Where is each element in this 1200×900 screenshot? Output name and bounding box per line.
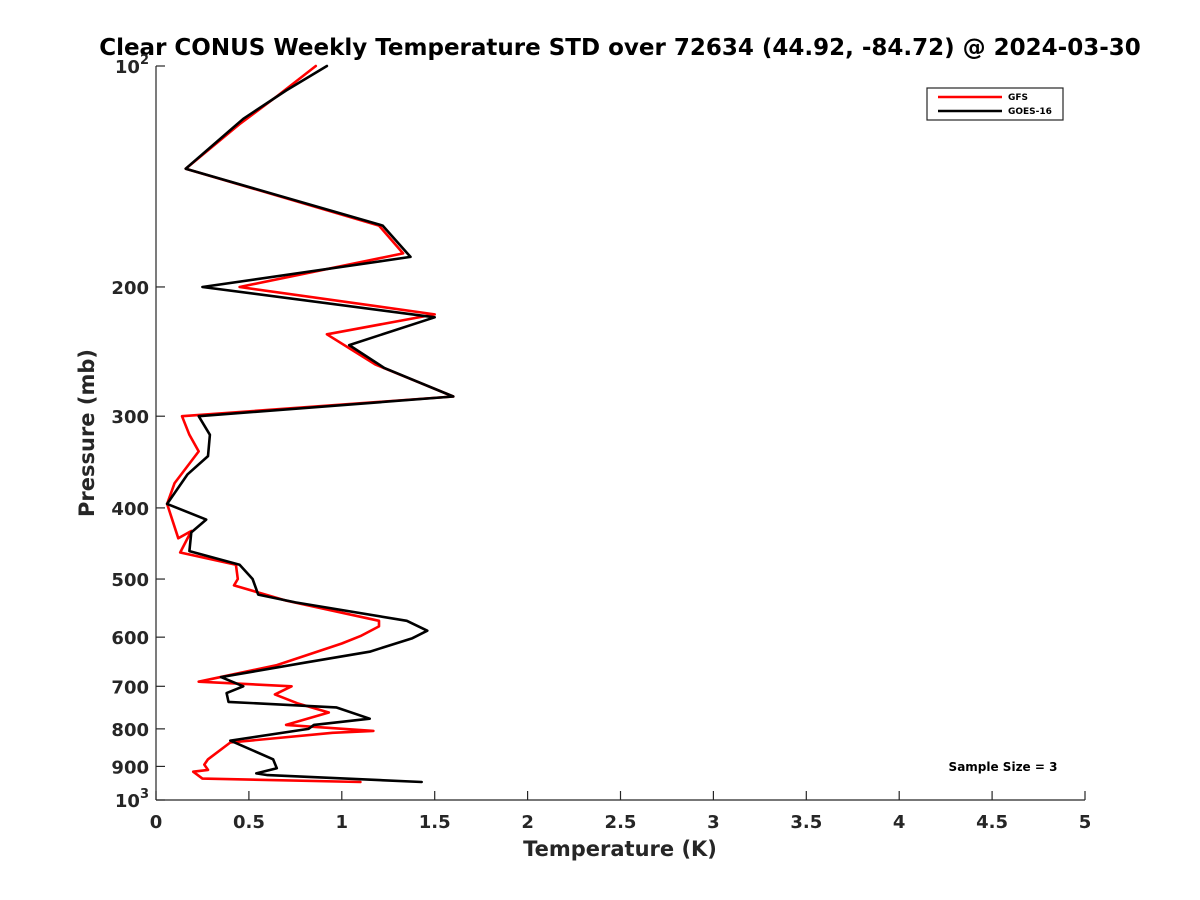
y-axis-label: Pressure (mb) [75,349,99,517]
series-line-goes16 [165,64,455,784]
y-tick-label: 102 [115,53,149,78]
y-tick-label: 200 [111,278,149,299]
legend-label-goes16: GOES-16 [1008,107,1052,117]
series-group [165,64,455,784]
y-tick-label: 400 [111,499,149,520]
x-tick-label: 1 [336,812,349,833]
x-tick-label: 5 [1079,812,1092,833]
series-line-gfs [165,64,455,784]
y-tick-label: 800 [111,720,149,741]
x-tick-label: 2.5 [605,812,637,833]
y-tick-label: 600 [111,628,149,649]
y-ticks: 102 200 300 400 500 600 700 800 900 103 [111,53,165,812]
x-tick-label: 4.5 [976,812,1008,833]
x-tick-label: 3 [707,812,720,833]
x-ticks: 0 0.5 1 1.5 2 2.5 3 3.5 4 4.5 5 [150,791,1092,833]
y-tick-label: 700 [111,677,149,698]
x-axis-label: Temperature (K) [523,837,717,861]
plot-area: 0 0.5 1 1.5 2 2.5 3 3.5 4 4.5 5 102 200 300 400 500 600… [111,53,1091,833]
chart-title: Clear CONUS Weekly Temperature STD over … [99,35,1141,61]
legend: GFS GOES-16 [926,87,1064,121]
x-tick-label: 2 [521,812,534,833]
x-tick-label: 1.5 [419,812,451,833]
y-tick-label: 900 [111,757,149,778]
y-tick-label: 500 [111,570,149,591]
y-tick-label: 103 [115,787,149,812]
x-tick-label: 0.5 [233,812,265,833]
sample-size-annotation: Sample Size = 3 [949,760,1058,774]
legend-box [926,87,1064,121]
x-tick-label: 3.5 [790,812,822,833]
x-tick-label: 0 [150,812,163,833]
legend-label-gfs: GFS [1008,93,1028,103]
y-tick-label: 300 [111,407,149,428]
x-tick-label: 4 [893,812,906,833]
